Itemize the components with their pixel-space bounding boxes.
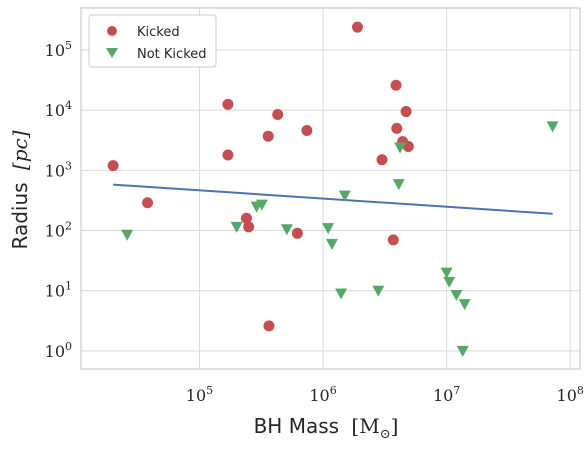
kicked-point (243, 221, 255, 233)
y-tick-exponent: 5 (65, 39, 72, 52)
x-axis-title-unit-close: ] (391, 414, 399, 438)
kicked-point (272, 108, 284, 120)
not-kicked-point (322, 223, 335, 235)
not-kicked-point (458, 299, 471, 311)
x-tick-base: 10 (433, 386, 453, 405)
x-tick-base: 10 (186, 386, 206, 405)
x-tick-exponent: 7 (453, 384, 460, 397)
y-tick-exponent: 4 (65, 99, 72, 112)
legend-kicked-marker (107, 26, 117, 36)
kicked-point (222, 98, 234, 110)
kicked-point (142, 197, 154, 209)
y-tick-label: 105 (45, 39, 72, 60)
y-tick-exponent: 1 (65, 280, 72, 293)
kicked-point (262, 130, 274, 142)
kicked-point (291, 227, 303, 239)
y-tick-exponent: 3 (65, 159, 72, 172)
not-kicked-point (372, 285, 385, 297)
not-kicked-point (335, 288, 348, 300)
not-kicked-point (338, 190, 351, 202)
kicked-point (240, 212, 252, 224)
not-kicked-point (325, 238, 338, 250)
y-tick-base: 10 (45, 222, 65, 241)
x-tick-label: 106 (309, 384, 336, 405)
fit-line (113, 183, 553, 215)
legend: Kicked Not Kicked (88, 14, 217, 68)
not-kicked-point (450, 289, 463, 301)
y-tick-exponent: 0 (65, 340, 72, 353)
y-tick-label: 102 (45, 220, 72, 241)
legend-not-kicked-marker (106, 48, 118, 58)
not-kicked-point (392, 179, 405, 191)
kicked-point (390, 79, 402, 91)
series-kicked (107, 21, 414, 332)
y-tick-exponent: 2 (65, 220, 72, 233)
not-kicked-point (230, 221, 243, 233)
x-tick-label: 108 (557, 384, 584, 405)
series-not-kicked (121, 121, 559, 357)
x-tick-label: 107 (433, 384, 460, 405)
y-tick-base: 10 (45, 342, 65, 361)
x-tick-label: 105 (186, 384, 213, 405)
kicked-point (301, 125, 313, 137)
not-kicked-point (443, 276, 456, 288)
fit-line-layer (113, 183, 553, 215)
x-tick-labels: 105 106 107 108 (186, 384, 584, 405)
kicked-point (391, 122, 403, 134)
x-axis-title: BH Mass [M⊙] (254, 414, 399, 442)
not-kicked-point (121, 229, 134, 241)
y-tick-label: 103 (45, 159, 72, 180)
not-kicked-point (280, 224, 293, 236)
x-tick-exponent: 8 (577, 384, 584, 397)
x-axis-title-unit-sub: ⊙ (380, 427, 391, 442)
legend-box (88, 14, 217, 68)
y-axis-title: Radius [pc] (8, 130, 32, 249)
legend-kicked-label: Kicked (137, 25, 180, 40)
y-tick-base: 10 (45, 282, 65, 301)
not-kicked-point (440, 267, 453, 279)
x-tick-exponent: 5 (206, 384, 213, 397)
not-kicked-point (255, 199, 268, 211)
x-axis-title-text: BH Mass (254, 414, 339, 438)
points-layer (107, 21, 559, 357)
x-tick-base: 10 (557, 386, 577, 405)
not-kicked-point (394, 142, 407, 154)
y-tick-label: 101 (45, 280, 72, 301)
kicked-point (387, 234, 399, 246)
kicked-point (351, 21, 363, 33)
legend-not-kicked-label: Not Kicked (137, 47, 207, 62)
y-axis-title-text: Radius (8, 182, 32, 249)
x-tick-exponent: 6 (330, 384, 337, 397)
grid (81, 8, 580, 369)
kicked-point (107, 160, 119, 172)
y-tick-base: 10 (45, 161, 65, 180)
y-tick-base: 10 (45, 41, 65, 60)
kicked-point (376, 154, 388, 166)
y-tick-base: 10 (45, 101, 65, 120)
y-axis-title-unit: [pc] (8, 130, 32, 170)
x-tick-base: 10 (309, 386, 329, 405)
kicked-point (402, 140, 414, 152)
kicked-point (263, 320, 275, 332)
x-axis-title-unit: [M (351, 414, 379, 438)
not-kicked-point (546, 121, 559, 133)
kicked-point (400, 106, 412, 118)
y-tick-label: 100 (45, 340, 72, 361)
plot-frame (80, 7, 581, 370)
y-tick-label: 104 (45, 99, 72, 120)
kicked-point (222, 149, 234, 161)
not-kicked-point (456, 345, 469, 357)
